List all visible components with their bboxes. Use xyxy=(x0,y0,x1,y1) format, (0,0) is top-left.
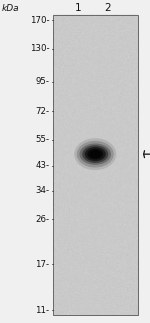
Text: 26-: 26- xyxy=(35,214,50,224)
Text: 1: 1 xyxy=(75,3,81,13)
Text: 2: 2 xyxy=(105,3,111,13)
Ellipse shape xyxy=(82,145,108,163)
Bar xyxy=(53,15,138,315)
Text: 72-: 72- xyxy=(35,107,50,116)
Text: 17-: 17- xyxy=(35,259,50,268)
Text: 170-: 170- xyxy=(30,16,50,25)
Text: 43-: 43- xyxy=(35,161,50,170)
Text: 11-: 11- xyxy=(35,306,50,315)
Ellipse shape xyxy=(77,141,114,168)
Ellipse shape xyxy=(90,151,101,158)
Ellipse shape xyxy=(74,138,116,170)
Text: 55-: 55- xyxy=(35,135,50,144)
Ellipse shape xyxy=(85,147,106,161)
Text: 95-: 95- xyxy=(36,78,50,87)
Ellipse shape xyxy=(92,151,99,157)
Ellipse shape xyxy=(80,143,111,165)
Text: 34-: 34- xyxy=(35,186,50,195)
Text: 130-: 130- xyxy=(30,44,50,53)
Ellipse shape xyxy=(87,149,103,160)
Text: kDa: kDa xyxy=(2,4,19,13)
